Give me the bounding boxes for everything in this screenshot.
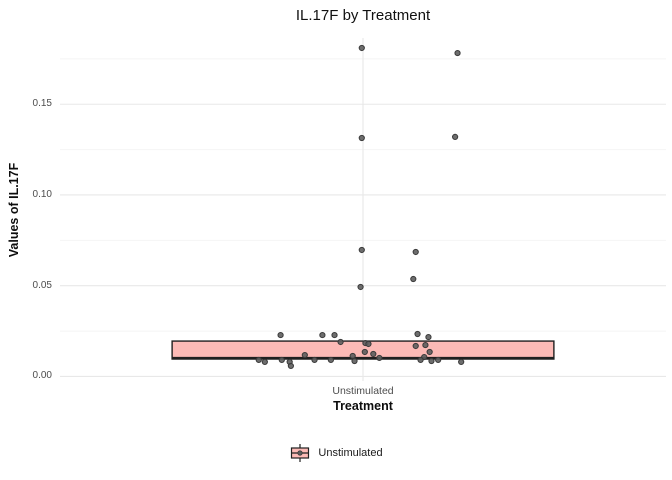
jitter-point — [412, 248, 419, 256]
legend: Unstimulated — [0, 443, 672, 463]
jitter-point — [358, 134, 365, 142]
legend-point — [297, 450, 303, 456]
jitter-point — [410, 275, 417, 283]
jitter-point — [417, 356, 424, 364]
jitter-point — [319, 331, 326, 339]
plot-title: IL.17F by Treatment — [295, 7, 431, 24]
jitter-point — [278, 356, 285, 364]
jitter-point — [370, 350, 377, 358]
jitter-point — [311, 356, 318, 364]
jitter-point — [435, 356, 442, 364]
y-tick-label: 0.15 — [32, 98, 52, 110]
y-tick-label: 0.00 — [32, 370, 52, 382]
jitter-point — [414, 330, 421, 338]
jitter-point — [358, 246, 365, 254]
jitter-point — [349, 352, 356, 360]
jitter-point — [365, 340, 372, 348]
jitter-point — [376, 354, 383, 362]
jitter-point — [422, 341, 429, 349]
y-tick-label: 0.05 — [32, 279, 52, 291]
jitter-point — [358, 44, 365, 52]
jitter-point — [426, 348, 433, 356]
jitter-point — [361, 348, 368, 356]
legend-key-boxplot-glyph — [291, 444, 310, 462]
y-tick-label: 0.10 — [32, 188, 52, 200]
x-tick-label: Unstimulated — [332, 385, 394, 397]
legend-label: Unstimulated — [318, 447, 383, 459]
jitter-point — [412, 342, 419, 350]
jitter-point — [452, 133, 459, 141]
jitter-point — [428, 357, 435, 365]
jitter-point — [351, 357, 358, 365]
jitter-point — [287, 362, 294, 370]
jitter-point — [458, 358, 465, 366]
jitter-point — [277, 331, 284, 339]
jitter-point — [357, 283, 364, 291]
x-axis-title: Treatment — [333, 399, 393, 413]
jitter-point — [425, 333, 432, 341]
jitter-point — [337, 338, 344, 346]
jitter-point — [255, 356, 262, 364]
jitter-point — [454, 49, 461, 57]
jitter-point — [301, 351, 308, 359]
jitter-point — [261, 358, 268, 366]
jitter-point — [327, 356, 334, 364]
jitter-point — [331, 331, 338, 339]
